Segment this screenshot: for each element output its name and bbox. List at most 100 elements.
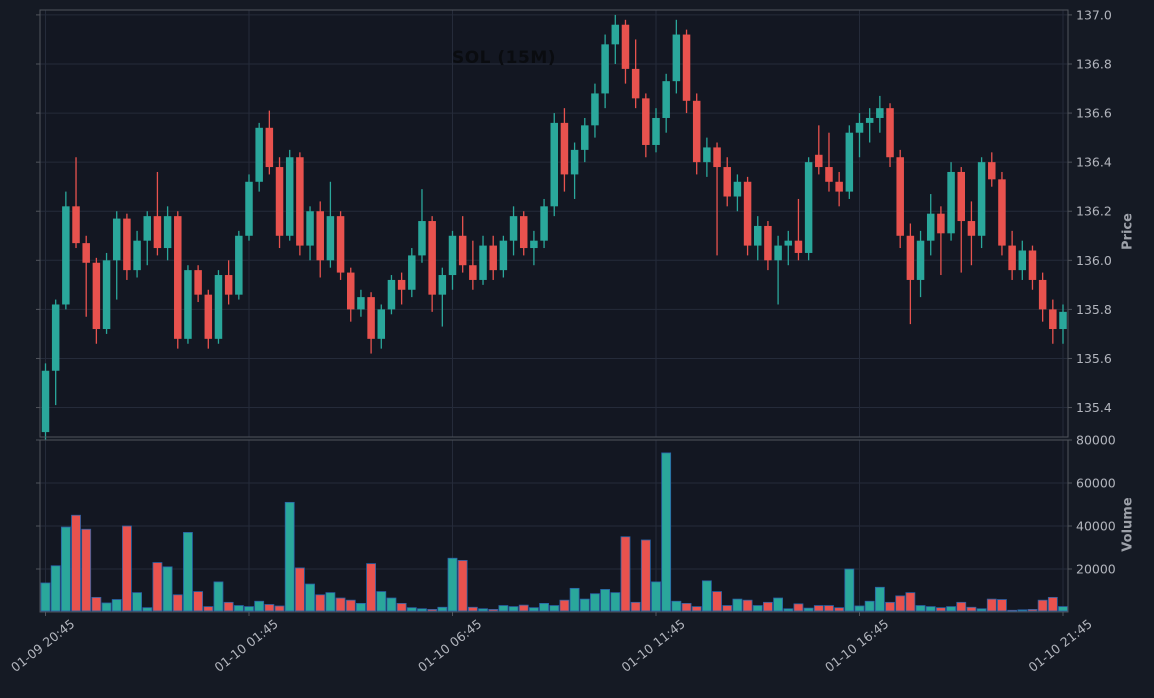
volume-bar (122, 525, 132, 612)
candle-body (855, 122, 864, 133)
volume-bar (457, 560, 468, 612)
candle-body (123, 218, 131, 271)
time-tick-label: 01-10 11:45 (619, 616, 688, 675)
volume-bar (294, 567, 305, 612)
candle-body (662, 81, 670, 118)
volume-bar (620, 536, 631, 612)
candle-body (937, 213, 945, 234)
candle-body (357, 297, 365, 310)
candle-body (774, 245, 782, 261)
price-tick-label: 136.8 (1076, 56, 1112, 71)
volume-bars (40, 452, 1068, 612)
candle-body (275, 167, 284, 236)
volume-bar (406, 607, 417, 612)
volume-bar (345, 599, 356, 612)
candle-body (448, 235, 457, 276)
candle-body (245, 181, 253, 236)
volume-bar (976, 608, 987, 612)
volume-tick-label: 80000 (1076, 433, 1116, 448)
volume-bar (763, 601, 773, 612)
volume-bar (366, 563, 377, 612)
candle-body (479, 245, 487, 280)
candle-body (387, 279, 396, 310)
candle-body (581, 125, 589, 150)
candle-body (692, 100, 701, 163)
candle-body (570, 149, 579, 175)
volume-bar (1037, 599, 1048, 612)
volume-bar (813, 605, 824, 612)
volume-bar (81, 528, 92, 612)
price-tick-label: 135.6 (1076, 351, 1112, 366)
volume-bar (956, 601, 967, 612)
volume-bar (681, 603, 692, 612)
volume-bar (284, 501, 295, 612)
candle-body (51, 304, 60, 371)
volume-bar (40, 582, 51, 612)
candle-body (184, 270, 192, 339)
volume-bar (600, 589, 611, 612)
volume-bar (142, 607, 153, 612)
candle-body (428, 221, 436, 295)
volume-bar (376, 591, 387, 612)
candle-body (642, 98, 650, 145)
candle-body (1049, 309, 1057, 330)
price-tick-label: 135.4 (1076, 400, 1112, 415)
volume-bar (712, 591, 722, 612)
volume-bar (132, 592, 142, 612)
candle-body (458, 235, 467, 266)
candle-body (733, 181, 742, 197)
volume-bar (152, 562, 163, 612)
volume-bar (356, 603, 366, 612)
volume-tick-label: 60000 (1076, 476, 1116, 491)
candle-body (896, 157, 904, 236)
volume-bar (203, 606, 214, 612)
candle-body (72, 206, 80, 244)
candle-body (754, 225, 762, 246)
volume-bar (854, 605, 865, 612)
candle-body (194, 270, 202, 295)
candle-body (509, 216, 518, 241)
candle-body (265, 127, 274, 168)
volume-bar (111, 599, 122, 612)
candle-body (102, 260, 111, 330)
volume-bar (793, 603, 804, 612)
volume-bar (752, 605, 763, 612)
volume-bar (396, 603, 407, 612)
candle-body (947, 171, 955, 234)
price-tick-label: 136.4 (1076, 155, 1112, 170)
candle-body (703, 147, 711, 163)
volume-bar (1047, 596, 1058, 612)
candle-body (764, 225, 772, 261)
volume-bar (447, 557, 458, 612)
volume-bar (895, 595, 906, 612)
volume-bar (498, 605, 509, 612)
candle-body (306, 211, 314, 246)
candle-body (967, 221, 976, 236)
volume-bar (803, 607, 814, 612)
volume-bar (467, 606, 478, 612)
volume-bar (966, 606, 977, 612)
candle-body (1059, 311, 1067, 330)
candle-body (560, 122, 569, 175)
candle-body (530, 240, 538, 249)
candle-body (926, 213, 935, 241)
candle-body (743, 181, 752, 246)
volume-bar (539, 603, 549, 612)
candle-body (377, 309, 386, 339)
candle-body (285, 157, 294, 236)
volume-bar (335, 597, 346, 612)
volume-bar (905, 592, 916, 612)
candle-body (489, 245, 497, 271)
candle-body (112, 218, 121, 261)
volume-bar (478, 608, 488, 612)
candle-body (41, 370, 50, 433)
candle-body (469, 265, 477, 280)
candle-body (1018, 250, 1027, 271)
volume-bar (732, 598, 743, 612)
volume-tick-label: 40000 (1076, 519, 1116, 534)
candle-body (591, 93, 599, 126)
volume-bar (386, 597, 397, 612)
volume-bar (742, 599, 753, 612)
volume-bar (244, 606, 254, 612)
